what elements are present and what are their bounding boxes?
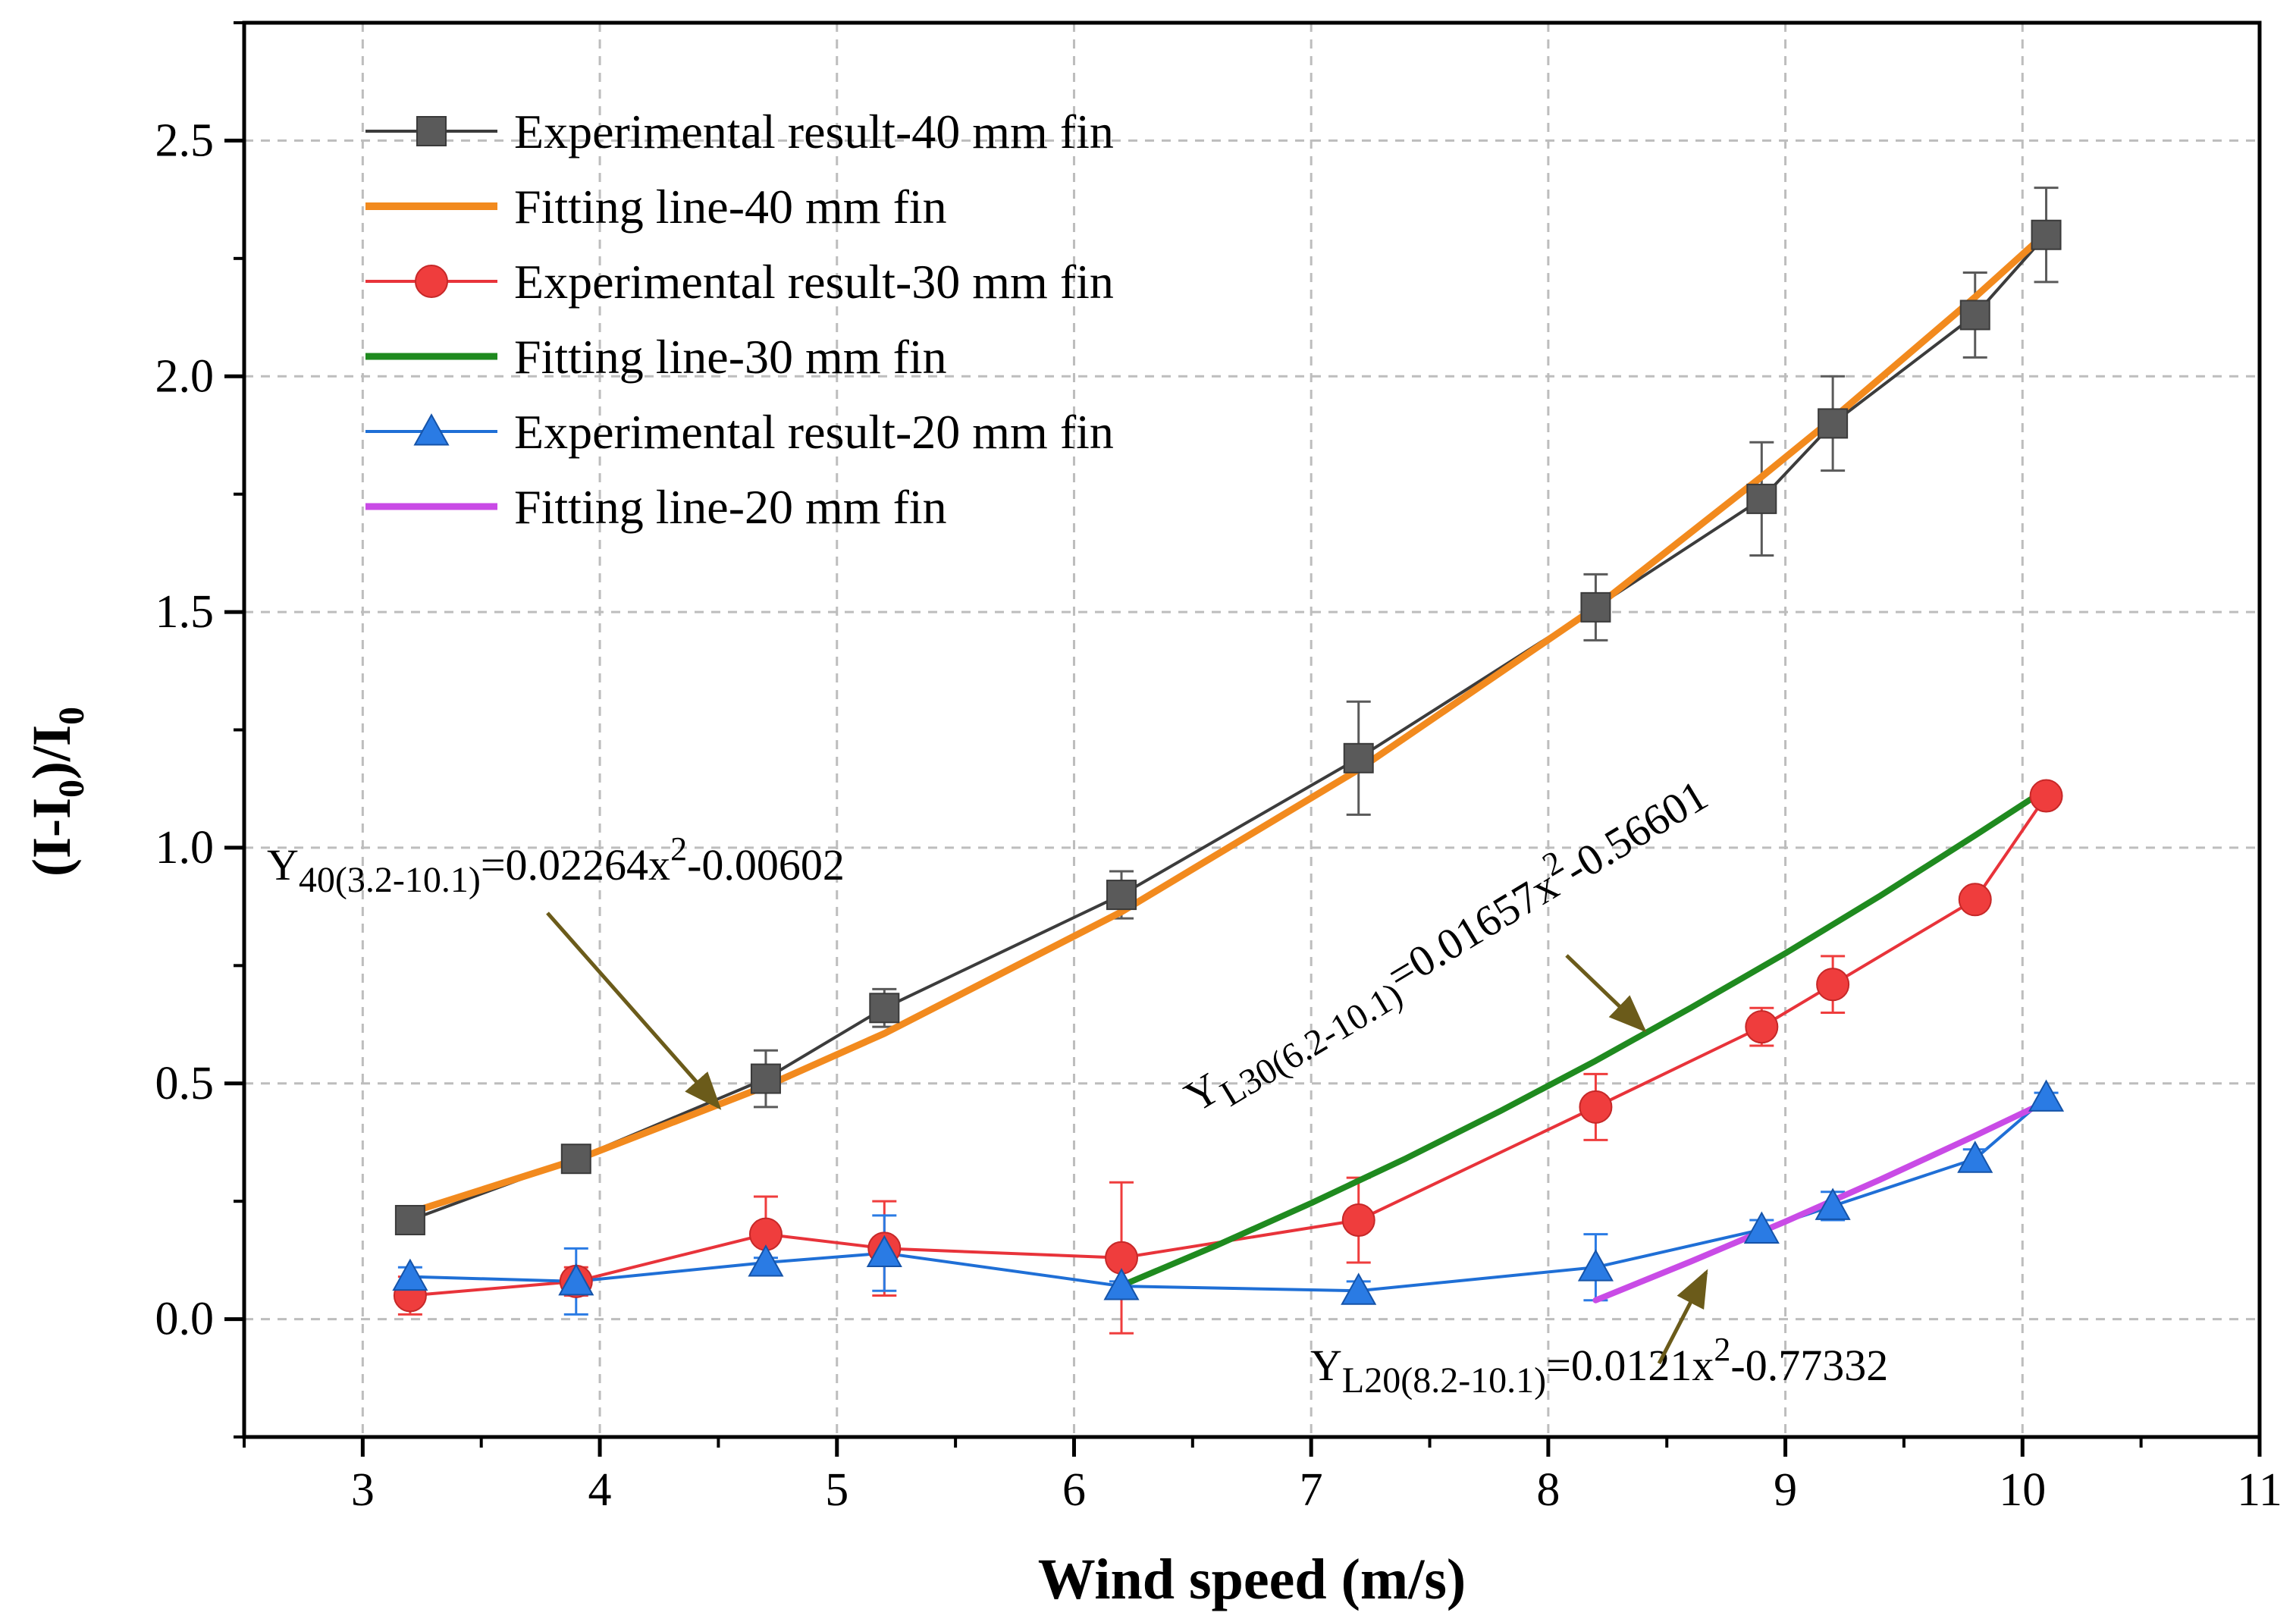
data-point-triangle	[748, 1244, 784, 1277]
data-point-square	[1959, 300, 1990, 331]
equation-y40-sub: 40(3.2-10.1)	[299, 860, 481, 900]
x-tick-label-1: 4	[588, 1464, 612, 1516]
x-tick-label-7: 10	[1999, 1464, 2046, 1516]
legend-label-1: Fitting line-40 mm fin	[514, 180, 947, 234]
legend-marker-0	[416, 116, 447, 146]
data-point-square	[1106, 880, 1137, 911]
fit-line-fitting-line-30-mm-fin	[1118, 786, 2050, 1289]
equation-y20-arrow	[1657, 1269, 1708, 1365]
data-point-triangle	[1815, 1187, 1851, 1220]
legend-label-4: Experimental result-20 mm fin	[514, 405, 1114, 459]
data-point-triangle	[1957, 1140, 1993, 1173]
x-axis-label: Wind speed (m/s)	[1038, 1548, 1466, 1611]
data-point-circle	[1816, 968, 1850, 1002]
x-tick-label-4: 7	[1300, 1464, 1323, 1516]
equation-y20-tail: -0.77332	[1730, 1341, 1888, 1390]
data-point-triangle	[1577, 1249, 1614, 1282]
y-tick-label-5: 2.5	[155, 115, 215, 166]
data-point-square	[1343, 742, 1374, 773]
data-point-square	[869, 993, 900, 1024]
y-tick-label-2: 1.0	[155, 822, 215, 874]
data-point-square	[560, 1144, 591, 1175]
equation-y30-tail: -0.56601	[1555, 770, 1716, 894]
legend: Experimental result-40 mm fin Fitting lin…	[365, 105, 1114, 534]
data-point-triangle	[1341, 1272, 1377, 1305]
y-tick-label-3: 1.5	[155, 586, 215, 638]
data-point-triangle	[2028, 1079, 2065, 1112]
y-axis-label-sub2: 0	[52, 707, 92, 725]
equation-y20-main: Y	[1310, 1341, 1342, 1390]
legend-marker-2	[415, 265, 448, 298]
x-tick-label-2: 5	[825, 1464, 848, 1516]
legend-marker-4	[413, 413, 450, 446]
equation-y20-rest: =0.0121x	[1546, 1341, 1714, 1390]
data-point-triangle	[1743, 1211, 1780, 1244]
equation-y40-arrow	[546, 911, 722, 1110]
equation-y30-rest: =0.01657x	[1379, 860, 1567, 1000]
data-point-circle	[2029, 779, 2063, 813]
x-tick-label-8: 11	[2237, 1464, 2282, 1516]
data-point-triangle	[1103, 1268, 1140, 1300]
data-point-circle	[1579, 1090, 1613, 1124]
fit-line-fitting-line-20-mm-fin	[1592, 1098, 2050, 1304]
data-point-square	[1818, 408, 1849, 439]
equation-y40-main: Y	[267, 840, 299, 889]
equation-y20: YL20(8.2-10.1)=0.0121x2-0.77332	[1310, 1331, 1888, 1401]
y-axis-label: (I-I0)/I0	[21, 707, 92, 877]
equation-y30-arrow	[1565, 954, 1647, 1033]
equation-y40-tail: -0.00602	[687, 840, 845, 889]
x-tick-label-6: 9	[1774, 1464, 1797, 1516]
x-tick-label-5: 8	[1536, 1464, 1560, 1516]
grid-layer	[244, 23, 2260, 1437]
data-point-square	[394, 1205, 425, 1236]
equation-y20-sup: 2	[1714, 1331, 1730, 1368]
plot-frame	[242, 20, 2262, 1439]
legend-label-5: Fitting line-20 mm fin	[514, 480, 947, 534]
data-point-circle	[1341, 1203, 1375, 1238]
data-point-square	[1746, 483, 1777, 514]
x-tick-label-3: 6	[1062, 1464, 1086, 1516]
legend-label-2: Experimental result-30 mm fin	[514, 255, 1114, 309]
y-axis-label-base: (I-I	[21, 798, 82, 877]
data-point-circle	[1958, 883, 1992, 917]
data-point-triangle	[392, 1258, 428, 1291]
y-axis-label-mid: )/I	[21, 725, 82, 780]
data-point-triangle	[558, 1263, 594, 1296]
y-tick-label-1: 0.5	[155, 1058, 215, 1109]
equation-y40-sup: 2	[670, 830, 687, 867]
y-tick-label-4: 2.0	[155, 350, 215, 402]
y-axis-label-sub: 0	[52, 780, 92, 798]
data-point-triangle	[866, 1235, 902, 1268]
y-tick-label-0: 0.0	[155, 1294, 215, 1345]
axes-layer: 3 4 5 6 7 8 9 10 11 0.0 0.5 1.0 1.5 2.0 2.5	[155, 20, 2282, 1516]
legend-label-0: Experimental result-40 mm fin	[514, 105, 1114, 158]
equation-y40-rest: =0.02264x	[481, 840, 670, 889]
equation-y40: Y40(3.2-10.1)=0.02264x2-0.00602	[267, 830, 845, 900]
equation-y20-sub: L20(8.2-10.1)	[1342, 1360, 1546, 1401]
data-point-circle	[1745, 1010, 1779, 1044]
data-point-square	[1580, 591, 1611, 623]
x-tick-label-0: 3	[351, 1464, 375, 1516]
legend-label-3: Fitting line-30 mm fin	[514, 330, 947, 384]
series-layer	[392, 187, 2065, 1335]
data-point-square	[2031, 219, 2062, 250]
data-point-square	[750, 1063, 781, 1094]
